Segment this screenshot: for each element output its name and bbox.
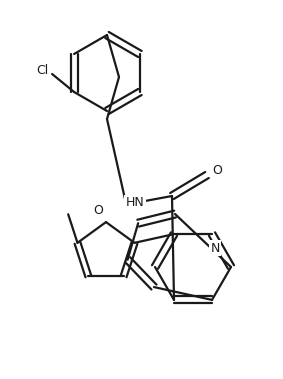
Text: HN: HN [126,196,144,210]
Text: Cl: Cl [36,64,48,77]
Text: O: O [93,204,103,216]
Text: O: O [212,163,222,177]
Text: N: N [210,241,220,255]
